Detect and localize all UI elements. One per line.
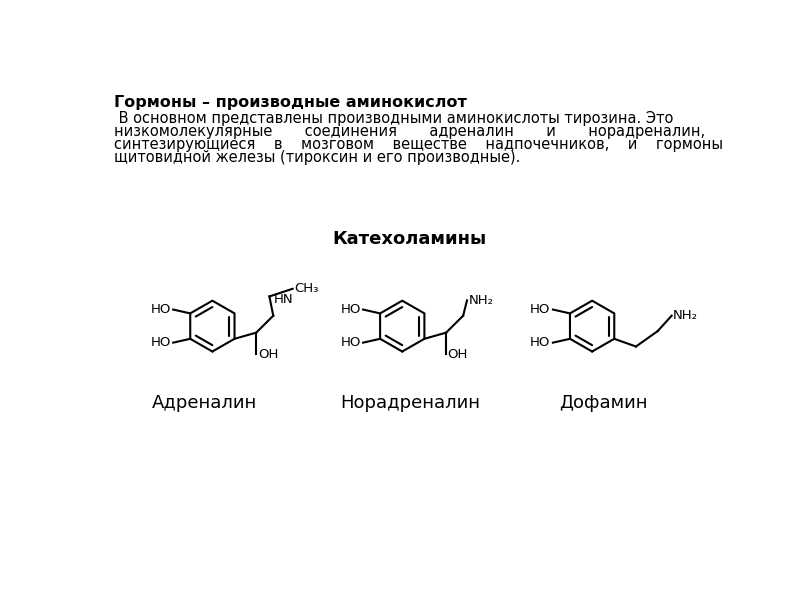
Text: HO: HO bbox=[530, 336, 550, 349]
Text: щитовидной железы (тироксин и его производные).: щитовидной железы (тироксин и его произв… bbox=[114, 150, 520, 165]
Text: HO: HO bbox=[150, 303, 171, 316]
Text: OH: OH bbox=[258, 348, 278, 361]
Text: HO: HO bbox=[340, 303, 361, 316]
Text: Дофамин: Дофамин bbox=[559, 394, 648, 412]
Text: Гормоны – производные аминокислот: Гормоны – производные аминокислот bbox=[114, 95, 467, 110]
Text: HN: HN bbox=[274, 293, 293, 305]
Text: Адреналин: Адреналин bbox=[152, 394, 258, 412]
Text: синтезирующиеся    в    мозговом    веществе    надпочечников,    и    гормоны: синтезирующиеся в мозговом веществе надп… bbox=[114, 137, 723, 152]
Text: HO: HO bbox=[340, 336, 361, 349]
Text: Катехоламины: Катехоламины bbox=[333, 230, 487, 248]
Text: OH: OH bbox=[448, 348, 468, 361]
Text: В основном представлены производными аминокислоты тирозина. Это: В основном представлены производными ами… bbox=[114, 110, 674, 125]
Text: низкомолекулярные       соединения       адреналин       и       норадреналин,: низкомолекулярные соединения адреналин и… bbox=[114, 124, 705, 139]
Text: CH₃: CH₃ bbox=[294, 282, 318, 295]
Text: Норадреналин: Норадреналин bbox=[340, 394, 480, 412]
Text: NH₂: NH₂ bbox=[673, 309, 698, 322]
Text: NH₂: NH₂ bbox=[469, 294, 494, 307]
Text: HO: HO bbox=[530, 303, 550, 316]
Text: HO: HO bbox=[150, 336, 171, 349]
